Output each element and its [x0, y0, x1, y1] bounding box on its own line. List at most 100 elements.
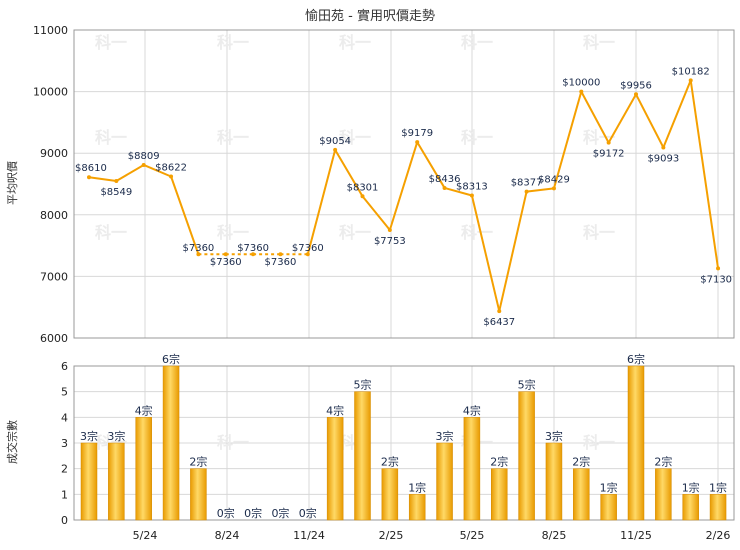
- line-point: [551, 186, 556, 191]
- watermark-text: 科一: [583, 33, 615, 52]
- line-point: [196, 252, 201, 257]
- line-segment: [115, 164, 145, 182]
- bar: [491, 468, 508, 521]
- watermark-text: 科一: [217, 223, 249, 242]
- line-segment: [552, 91, 583, 189]
- bar: [709, 494, 727, 521]
- line-segment: [470, 195, 501, 312]
- bar-data-label: 1宗: [709, 480, 727, 494]
- bar: [326, 417, 344, 521]
- line-segment: [88, 176, 117, 182]
- line-data-label: $9172: [593, 149, 625, 160]
- line-y-tick-label: 10000: [33, 86, 68, 99]
- bar-data-label: 0宗: [299, 506, 317, 520]
- x-tick-label: 11/24: [293, 529, 325, 542]
- line-data-label: $7360: [237, 243, 269, 254]
- line-data-label: $8313: [456, 182, 488, 193]
- bar: [573, 468, 590, 521]
- watermark-text: 科一: [461, 223, 493, 242]
- line-segment: [361, 195, 391, 231]
- watermark-text: 科一: [339, 128, 371, 147]
- line-point: [524, 189, 529, 194]
- line-y-tick-label: 11000: [33, 24, 68, 37]
- line-point: [223, 252, 228, 257]
- bar-data-label: 2宗: [572, 455, 590, 469]
- line-segment: [662, 80, 692, 148]
- line-point: [716, 266, 721, 271]
- watermark-text: 科一: [583, 128, 615, 147]
- line-segment: [607, 93, 637, 144]
- watermark-text: 科一: [461, 33, 493, 52]
- bar: [381, 468, 399, 521]
- bar-data-label: 2宗: [189, 455, 207, 469]
- line-point: [606, 140, 611, 145]
- bar-data-label: 3宗: [107, 429, 125, 443]
- watermark-text: 科一: [339, 223, 371, 242]
- line-data-label: $8436: [429, 174, 461, 185]
- watermark-text: 科一: [339, 33, 371, 52]
- line-data-label: $7360: [182, 243, 214, 254]
- line-point: [278, 252, 283, 257]
- bar-data-label: 3宗: [545, 429, 563, 443]
- line-point: [333, 147, 338, 152]
- bar-data-label: 6宗: [162, 352, 180, 366]
- x-tick-label: 8/24: [215, 529, 240, 542]
- line-y-tick-label: 9000: [40, 147, 68, 160]
- bar-data-label: 1宗: [408, 480, 426, 494]
- line-data-label: $7130: [700, 274, 732, 285]
- line-plot-frame: [73, 29, 735, 339]
- line-point: [442, 185, 447, 190]
- bar-y-tick-label: 6: [61, 360, 68, 373]
- bar: [655, 468, 672, 521]
- line-point: [497, 309, 502, 314]
- line-data-label: $7753: [374, 236, 406, 247]
- line-data-label: $8610: [75, 163, 107, 174]
- bar-data-label: 2宗: [490, 455, 508, 469]
- bar: [545, 442, 563, 521]
- bar-data-label: 5宗: [354, 378, 372, 392]
- watermark-text: 科一: [95, 128, 127, 147]
- watermark-text: 科一: [217, 128, 249, 147]
- line-segment: [416, 141, 446, 189]
- chart-title: 愉田苑 - 實用呎價走勢: [305, 8, 435, 24]
- bar-y-tick-label: 4: [61, 411, 68, 424]
- line-data-label: $10000: [562, 78, 600, 89]
- bar: [354, 391, 371, 521]
- x-tick-label: 5/24: [133, 529, 158, 542]
- line-data-label: $7360: [265, 257, 297, 268]
- line-data-label: $8809: [128, 151, 160, 162]
- line-segment: [580, 91, 610, 144]
- line-point: [305, 252, 310, 257]
- watermark-text: 科一: [217, 33, 249, 52]
- bar-data-label: 0宗: [217, 506, 235, 520]
- line-data-label: $8549: [100, 187, 132, 198]
- bar-data-label: 3宗: [436, 429, 454, 443]
- x-tick-label: 11/25: [620, 529, 652, 542]
- line-data-label: $9956: [620, 80, 652, 91]
- line-segment: [170, 176, 200, 255]
- line-segment: [143, 164, 172, 178]
- bar-plot-frame: [73, 365, 735, 521]
- bar-y-tick-label: 1: [61, 488, 68, 501]
- bar-y-tick-label: 0: [61, 514, 68, 527]
- bar-data-label: 1宗: [682, 480, 700, 494]
- line-point: [141, 162, 146, 167]
- x-tick-label: 2/26: [706, 529, 731, 542]
- bar-data-label: 2宗: [381, 455, 399, 469]
- line-point: [114, 178, 119, 183]
- bar-y-tick-label: 3: [61, 437, 68, 450]
- line-segment: [526, 187, 555, 193]
- bar: [80, 442, 98, 521]
- bar: [408, 494, 426, 521]
- line-y-tick-label: 6000: [40, 332, 68, 345]
- bar-data-label: 5宗: [518, 378, 536, 392]
- line-point: [688, 78, 693, 83]
- bar-data-label: 1宗: [600, 480, 618, 494]
- watermark-text: 科一: [217, 433, 249, 452]
- bar-data-label: 3宗: [80, 429, 98, 443]
- bar: [135, 417, 152, 521]
- line-segment: [306, 149, 337, 255]
- line-segment: [689, 80, 720, 269]
- bar: [162, 365, 180, 521]
- line-point: [469, 193, 474, 198]
